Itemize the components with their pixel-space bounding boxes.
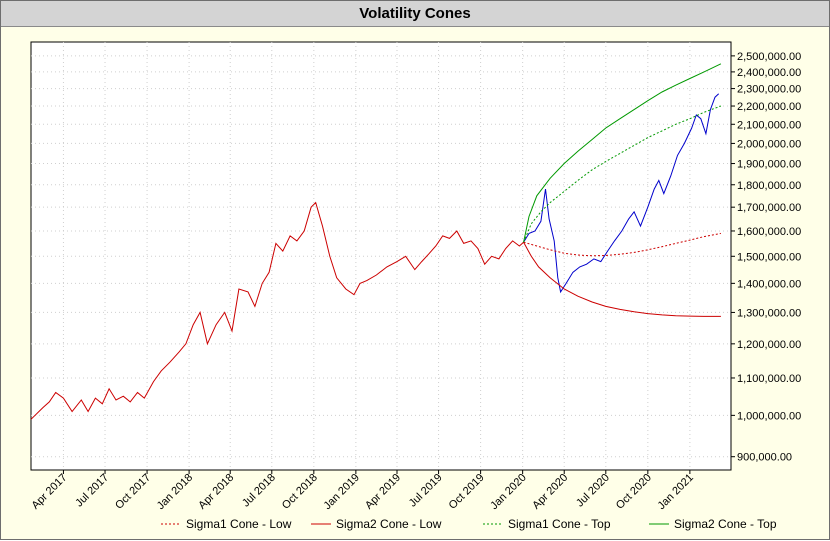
y-tick-label: 1,900,000.00 [737,159,801,171]
x-tick-label: Jan 2021 [656,472,696,512]
series-line [523,241,721,317]
y-tick-label: 2,500,000.00 [737,51,801,63]
legend-label: Sigma1 Cone - Top [508,517,611,531]
x-tick-label: Apr 2020 [530,472,570,512]
series-line [523,93,720,294]
legend-label: Sigma2 Cone - Low [336,517,442,531]
y-tick-label: 2,300,000.00 [737,84,801,96]
y-tick-label: 2,200,000.00 [737,101,801,113]
y-tick-label: 1,600,000.00 [737,226,801,238]
y-tick-label: 1,100,000.00 [737,373,801,385]
grid-lines [31,42,731,470]
y-tick-label: 2,400,000.00 [737,67,801,79]
x-tick-label: Jul 2020 [574,472,612,510]
y-tick-label: 1,800,000.00 [737,180,801,192]
x-tick-label: Oct 2020 [614,472,654,512]
x-axis: Apr 2017 Jul 2017 Oct 2017 Jan 2018 Apr 2018… [30,470,696,512]
x-tick-label: Apr 2018 [196,472,236,512]
series-line [523,63,722,243]
x-tick-label: Jul 2018 [240,472,278,510]
series-line [30,201,524,420]
x-tick-label: Jul 2019 [407,472,445,510]
x-tick-label: Jan 2018 [155,472,195,512]
x-tick-label: Apr 2019 [363,472,403,512]
y-tick-label: 1,000,000.00 [737,410,801,422]
x-tick-label: Jan 2020 [488,472,528,512]
x-tick-label: Apr 2017 [30,472,70,512]
y-tick-label: 1,200,000.00 [737,339,801,351]
x-tick-label: Oct 2017 [113,472,153,512]
legend-label: Sigma2 Cone - Top [674,517,777,531]
legend: Sigma1 Cone - Low Sigma2 Cone - Low Sigma1… [161,517,777,531]
y-tick-label: 2,100,000.00 [737,119,801,131]
legend-label: Sigma1 Cone - Low [186,517,292,531]
x-tick-label: Jul 2017 [73,472,111,510]
y-tick-label: 1,500,000.00 [737,251,801,263]
chart-title: Volatility Cones [1,1,829,27]
x-tick-label: Jan 2019 [321,472,361,512]
y-tick-label: 1,700,000.00 [737,202,801,214]
series-line [523,105,722,243]
y-tick-label: 2,000,000.00 [737,138,801,150]
x-tick-label: Oct 2019 [447,472,487,512]
y-tick-label: 1,400,000.00 [737,278,801,290]
x-tick-label: Oct 2018 [280,472,320,512]
series-lines [30,63,722,420]
y-axis: 900,000.00 1,000,000.00 1,100,000.00 1,200,… [731,51,801,464]
series-line [523,232,721,257]
y-tick-label: 1,300,000.00 [737,307,801,319]
y-tick-label: 900,000.00 [737,452,792,464]
